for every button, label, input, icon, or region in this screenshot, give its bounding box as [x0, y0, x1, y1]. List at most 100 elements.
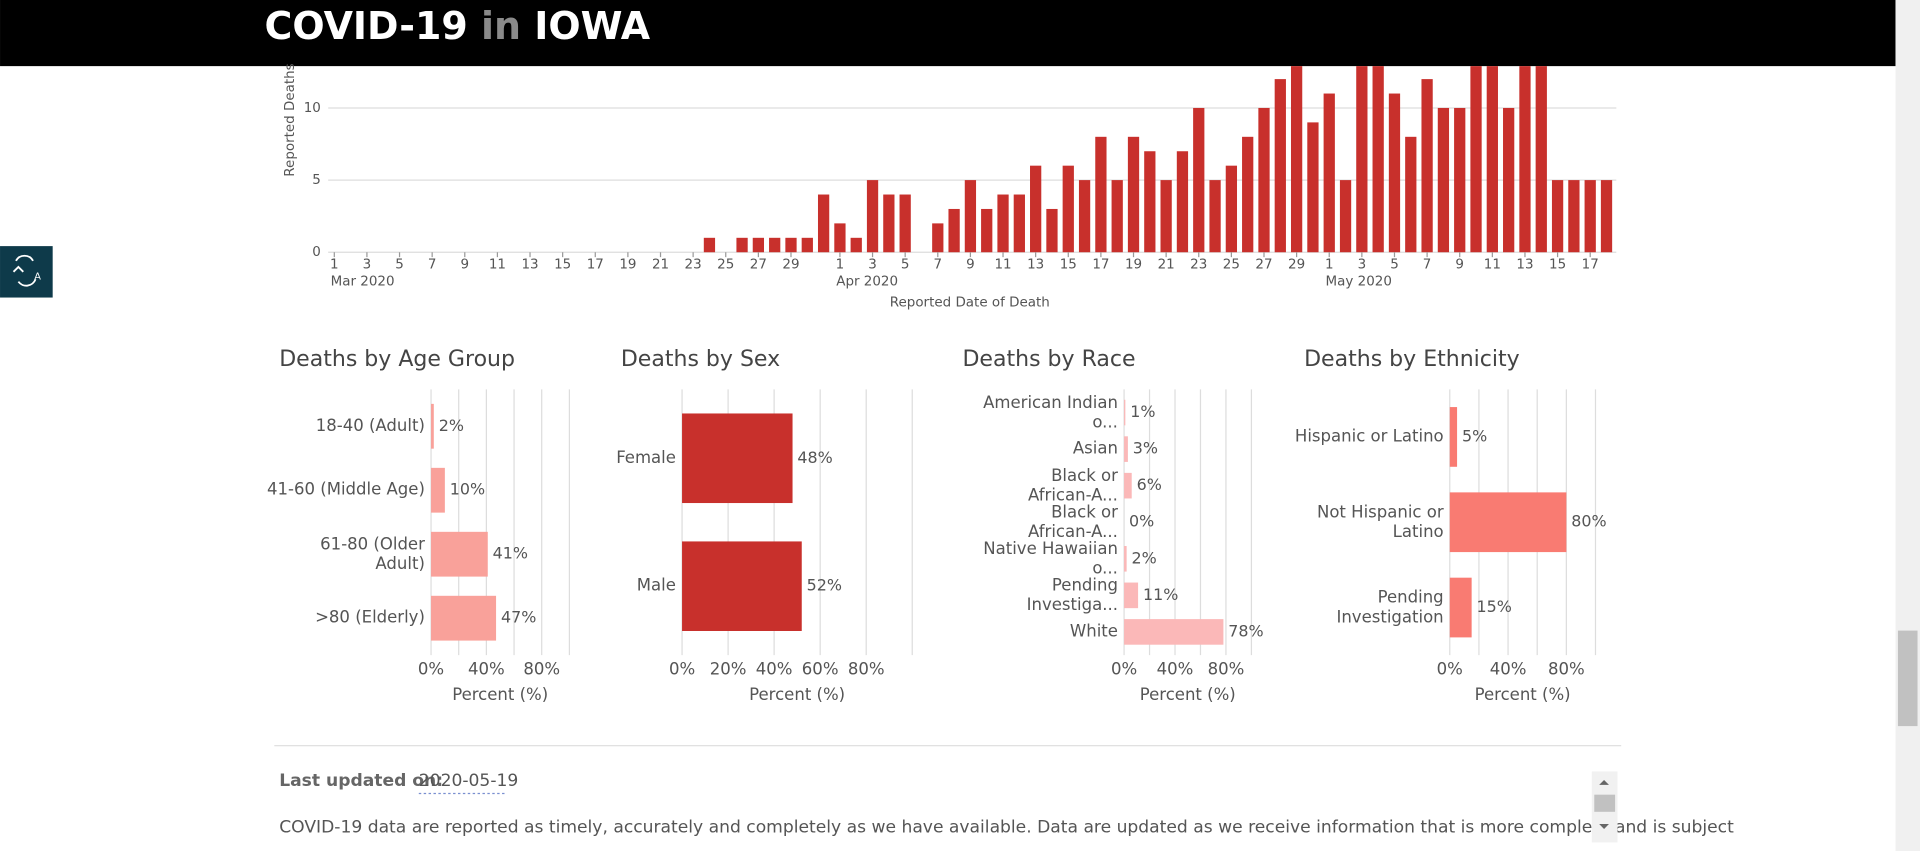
bar — [1124, 545, 1127, 572]
x-tick-label: 11 — [994, 257, 1011, 272]
bar — [1437, 107, 1450, 253]
category-label: 18-40 (Adult) — [316, 416, 425, 435]
scrollbar-thumb[interactable] — [1897, 630, 1918, 727]
panel-title: Deaths by Ethnicity — [1304, 347, 1520, 372]
month-label: Mar 2020 — [331, 275, 395, 290]
x-tick-label: 15 — [1060, 257, 1077, 272]
x-axis-label: Percent (%) — [1475, 685, 1571, 704]
x-tick-label: 23 — [1190, 257, 1207, 272]
updated-date[interactable]: 2020-05-19 — [419, 771, 519, 791]
x-tick-label: 7 — [934, 257, 943, 272]
bar — [1323, 93, 1335, 253]
x-axis-label: Percent (%) — [749, 685, 845, 704]
bar — [948, 208, 960, 253]
bar — [981, 208, 993, 253]
x-tick-label: 13 — [1027, 257, 1044, 272]
translate-glyph: A — [34, 272, 41, 283]
bar — [964, 180, 977, 253]
bar — [1470, 66, 1482, 253]
x-tick-label: 0% — [418, 659, 444, 678]
x-tick-label: 60% — [802, 659, 839, 678]
title-place: IOWA — [534, 4, 651, 48]
y-tick-label: 10 — [304, 101, 321, 116]
breakdown-charts: Deaths by Age Group 18-40 (Adult) 2% 41-60 … — [267, 347, 1607, 704]
bar — [1290, 66, 1303, 253]
bar — [1124, 399, 1126, 426]
x-axis-label: Reported Date of Death — [890, 295, 1050, 310]
panel-title: Deaths by Age Group — [279, 347, 515, 372]
value-label: 0% — [1129, 512, 1154, 531]
value-label: 52% — [807, 576, 842, 595]
x-tick-label: 19 — [619, 257, 636, 272]
x-tick-label: 0% — [1437, 659, 1463, 678]
x-tick-label: 17 — [1582, 257, 1599, 272]
bar — [1454, 107, 1466, 253]
bar — [1124, 619, 1224, 645]
value-label: 78% — [1228, 621, 1263, 640]
x-tick-label: 40% — [468, 659, 505, 678]
category-label: American Indian o... — [983, 392, 1118, 431]
value-label: 2% — [1132, 548, 1157, 567]
value-label: 47% — [501, 608, 536, 627]
bar — [1209, 180, 1221, 253]
label-line: 61-80 (Older — [320, 534, 425, 553]
x-tick-label: 19 — [1125, 257, 1142, 272]
bar — [769, 237, 781, 253]
bar — [1356, 66, 1368, 253]
x-tick-label: 80% — [1548, 659, 1585, 678]
bar — [1160, 180, 1172, 253]
x-tick-label: 1 — [330, 257, 339, 272]
translate-button[interactable] — [0, 246, 53, 298]
x-tick-label: 3 — [1358, 257, 1367, 272]
value-label: 2% — [439, 416, 464, 435]
x-tick-label: 1 — [1325, 257, 1334, 272]
x-tick-label: 29 — [1288, 257, 1305, 272]
bar — [1405, 136, 1417, 253]
label-line: Native Hawaiian — [983, 538, 1118, 557]
bar — [1193, 107, 1205, 253]
category-label: Pending Investiga... — [1027, 575, 1118, 614]
bar — [1584, 180, 1596, 253]
value-label: 3% — [1133, 439, 1158, 458]
category-label: Pending Investigation — [1336, 587, 1443, 626]
x-tick-label: 9 — [966, 257, 975, 272]
x-tick-label: 17 — [1092, 257, 1109, 272]
x-tick-label: 40% — [1490, 659, 1527, 678]
x-tick-label: 25 — [717, 257, 734, 272]
bar — [1176, 151, 1189, 253]
disclaimer: COVID-19 data are reported as timely, ac… — [279, 818, 1734, 838]
bar — [1388, 93, 1401, 253]
category-label: Hispanic or Latino — [1295, 426, 1444, 445]
x-tick-label: 20% — [710, 659, 747, 678]
label-line: Black or — [1051, 465, 1118, 484]
text-scroll-thumb[interactable] — [1594, 794, 1616, 812]
month-label: Apr 2020 — [836, 275, 898, 290]
bar — [1258, 107, 1270, 253]
category-label: White — [1070, 621, 1118, 640]
bar — [785, 237, 797, 253]
x-tick-label: 1 — [836, 257, 845, 272]
bar — [736, 237, 748, 253]
title-main: COVID-19 — [265, 4, 468, 48]
value-label: 10% — [450, 480, 485, 499]
bar — [431, 531, 488, 577]
x-tick-label: 7 — [1423, 257, 1432, 272]
x-tick-label: 15 — [1549, 257, 1566, 272]
bar — [850, 237, 862, 253]
bar — [1225, 165, 1238, 253]
label-line: Investiga... — [1027, 595, 1118, 614]
panel-title: Deaths by Race — [962, 347, 1135, 372]
y-tick-label: 0 — [312, 245, 321, 260]
x-tick-label: 9 — [461, 257, 470, 272]
bar — [1568, 180, 1580, 253]
x-tick-label: 25 — [1223, 257, 1240, 272]
y-tick-label: 5 — [312, 173, 321, 188]
bar — [1372, 66, 1384, 253]
category-label: Not Hispanic or Latino — [1317, 502, 1444, 541]
value-label: 41% — [493, 544, 528, 563]
bar — [752, 237, 765, 253]
label-line: Latino — [1393, 522, 1444, 541]
category-label: Black or African-A... — [1028, 465, 1118, 504]
value-label: 11% — [1143, 585, 1178, 604]
